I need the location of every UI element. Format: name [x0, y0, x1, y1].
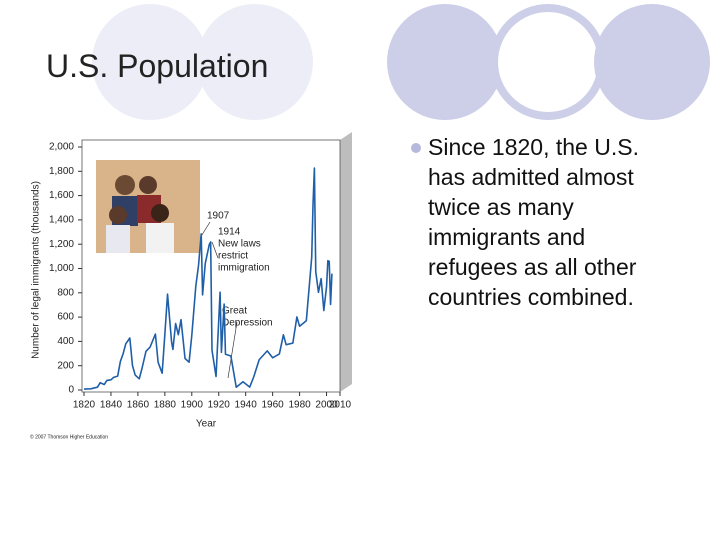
y-tick-label: 1,800: [49, 166, 74, 177]
bullet-marker: [411, 143, 421, 153]
y-tick-label: 1,400: [49, 215, 74, 226]
y-tick-label: 1,600: [49, 190, 74, 201]
x-tick-label: 1960: [262, 400, 285, 411]
x-axis-label: Year: [196, 419, 217, 430]
y-tick-label: 0: [68, 385, 74, 396]
bullet-text: Since 1820, the U.S. has admitted almost…: [428, 134, 639, 310]
x-tick-label: 1860: [127, 400, 150, 411]
annotation: 1914: [218, 227, 241, 238]
x-tick-label: 1920: [208, 400, 231, 411]
decor-circles: [92, 4, 710, 120]
y-tick-label: 200: [57, 360, 74, 371]
y-axis-label: Number of legal immigrants (thousands): [31, 181, 42, 359]
y-tick-label: 600: [57, 312, 74, 323]
annotation: Great: [222, 306, 247, 317]
slide-title: U.S. Population: [46, 48, 269, 84]
annotation: immigration: [218, 263, 270, 274]
y-tick-label: 2,000: [49, 142, 74, 153]
y-tick-label: 400: [57, 336, 74, 347]
annotation: Depression: [222, 318, 273, 329]
y-tick-label: 1,000: [49, 263, 74, 274]
credit: © 2007 Thomson Higher Education: [30, 433, 108, 440]
x-tick-label: 1900: [181, 400, 204, 411]
y-tick-label: 800: [57, 287, 74, 298]
x-tick-label: 1840: [100, 400, 123, 411]
x-tick-label: 1880: [154, 400, 177, 411]
x-tick-label: 2010: [329, 400, 352, 411]
line-series: [83, 167, 333, 390]
annotation: restrict: [218, 251, 248, 262]
y-tick-label: 1,200: [49, 239, 74, 250]
annotation: 1907: [207, 211, 230, 222]
x-tick-label: 2000: [315, 400, 338, 411]
x-tick-label: 1820: [73, 400, 96, 411]
photo: [96, 160, 200, 253]
annotation: New laws: [218, 239, 261, 250]
x-tick-label: 1940: [235, 400, 258, 411]
x-tick-label: 1980: [288, 400, 311, 411]
